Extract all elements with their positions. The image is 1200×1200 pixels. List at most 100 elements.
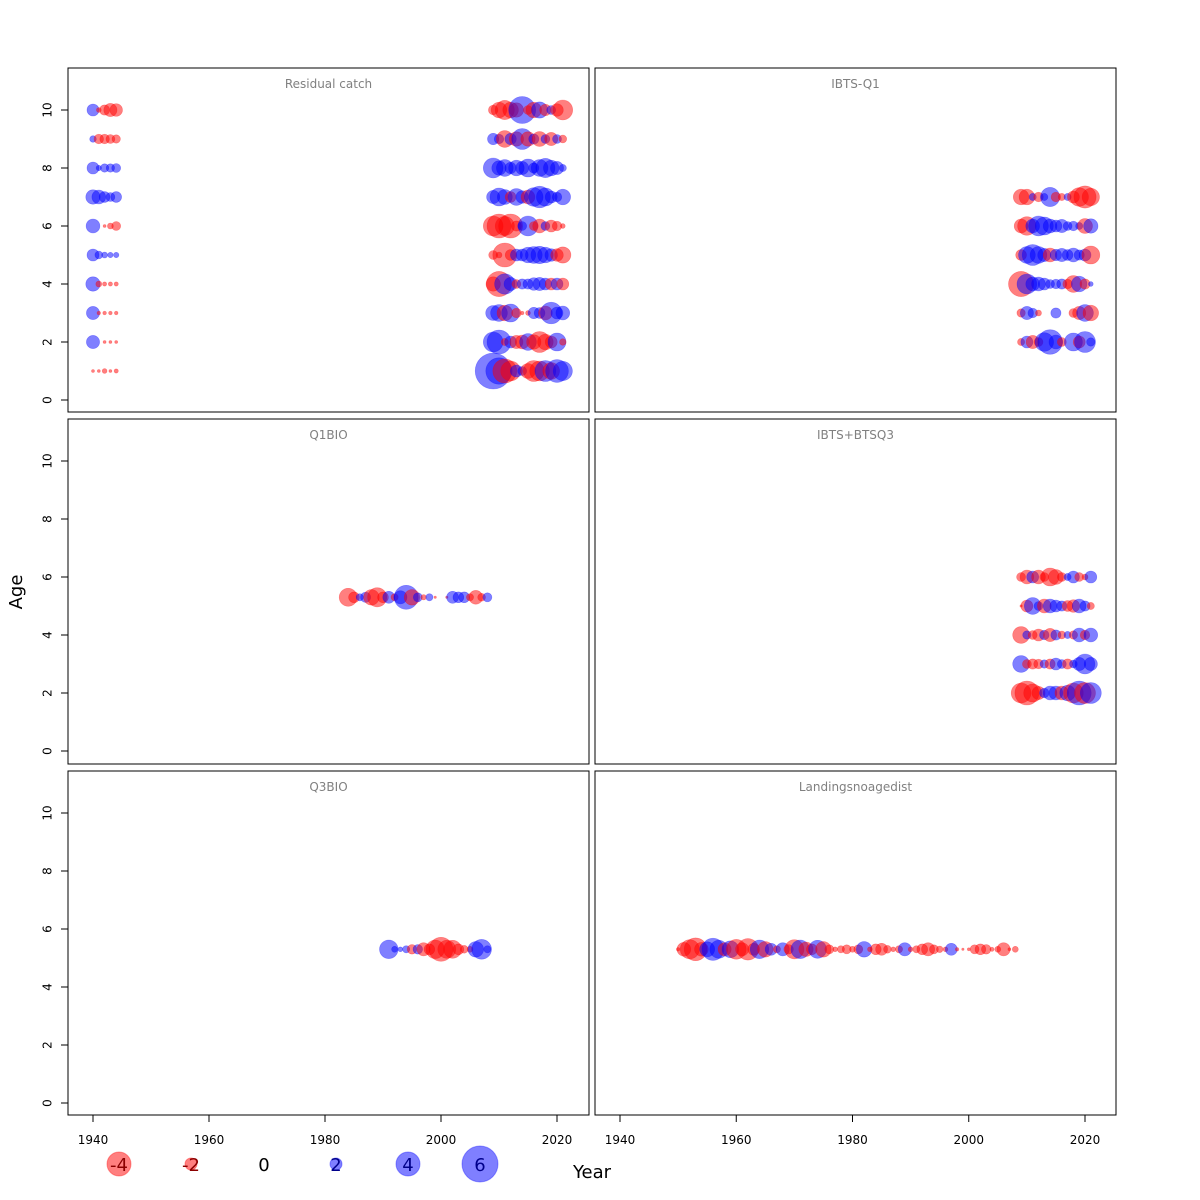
panel-residual-catch: Residual catch [67, 67, 590, 413]
residual-bubble [1081, 188, 1100, 207]
x-axis: 1940 1960 1980 2000 2020 [605, 1114, 1100, 1147]
panel-frame [594, 418, 1117, 765]
bubbles [379, 936, 492, 962]
y-tick-label: 0 [41, 1099, 55, 1107]
residual-bubble [1088, 281, 1094, 287]
x-tick-label: 1980 [837, 1133, 868, 1147]
residual-bubble [520, 310, 525, 316]
residual-bubble [1086, 602, 1095, 610]
residual-bubble [511, 307, 522, 319]
y-tick-label: 8 [41, 515, 55, 523]
residual-bubble [425, 593, 434, 602]
residual-bubble [1083, 657, 1098, 671]
residual-bubble [954, 947, 960, 952]
residual-bubble [883, 945, 892, 954]
residual-bubble [1050, 307, 1062, 319]
residual-bubble [936, 945, 944, 953]
y-tick-label: 10 [41, 453, 55, 468]
residual-bubble [108, 369, 113, 373]
y-tick-label: 6 [41, 573, 55, 581]
x-axis: 1940 1960 1980 2000 2020 [78, 1114, 572, 1147]
residual-bubble [102, 281, 107, 287]
bubbles [85, 96, 573, 390]
y-tick-label: 2 [41, 689, 55, 697]
residual-bubble [96, 310, 101, 316]
legend-label: 0 [258, 1155, 269, 1176]
residual-bubble [113, 281, 119, 287]
residual-bubble [108, 340, 113, 344]
y-tick-label: 10 [41, 102, 55, 117]
residual-bubble [552, 361, 573, 381]
panel-ibts-q1: IBTS-Q1 [594, 67, 1117, 413]
panel-q3bio: Q3BIO [67, 770, 590, 1116]
bubble-size-legend: -4 -2 0 2 4 6 [106, 1145, 499, 1183]
residual-bubble [1074, 331, 1096, 353]
residual-bubble [102, 310, 107, 316]
y-tick-label: 2 [41, 338, 55, 346]
legend-bubble [329, 1157, 343, 1171]
residual-bubble [397, 946, 404, 952]
residual-bubble [420, 594, 427, 601]
residual-bubble [483, 945, 492, 954]
bubbles [338, 584, 493, 610]
legend-bubble [461, 1145, 499, 1183]
legend-item: 2 [329, 1155, 343, 1176]
panel-title: Q3BIO [309, 780, 347, 794]
panel-title: IBTS-Q1 [831, 77, 880, 91]
residual-bubble [471, 939, 492, 960]
x-tick-label: 2000 [953, 1133, 984, 1147]
y-tick-label: 6 [41, 222, 55, 230]
legend-label: 2 [330, 1155, 341, 1176]
residual-bubble [981, 944, 992, 955]
residual-bubble [113, 368, 119, 374]
residual-bubble [391, 945, 398, 953]
panel-title: Residual catch [285, 77, 372, 91]
legend-bubble [184, 1157, 198, 1171]
x-axis-label: Year [572, 1162, 612, 1183]
residual-bubble [552, 99, 573, 121]
residual-bubble [114, 340, 118, 344]
y-axis: 0 2 4 6 8 10 [41, 453, 69, 755]
residual-bubble [832, 946, 838, 952]
residual-bubble [1011, 945, 1019, 953]
y-axis-label: Age [6, 575, 27, 610]
legend-item: 4 [395, 1151, 421, 1177]
panel-title: IBTS+BTSQ3 [817, 428, 894, 442]
residual-bubble [1082, 304, 1099, 322]
residual-bubble [97, 369, 101, 373]
residual-bubble [482, 592, 493, 603]
legend-label: -4 [110, 1155, 128, 1176]
legend-label: 6 [474, 1155, 485, 1176]
residual-bubble [110, 191, 122, 203]
x-tick-label: 2000 [426, 1133, 457, 1147]
residual-bubble [86, 335, 100, 349]
panel-frame [67, 418, 590, 765]
residual-bubble [961, 947, 965, 951]
y-tick-label: 4 [41, 280, 55, 288]
y-tick-label: 10 [41, 805, 55, 820]
residual-bubble [107, 252, 114, 259]
residual-bubble [555, 305, 570, 321]
residual-bubble [1086, 337, 1096, 347]
residual-bubble [554, 246, 572, 264]
axes: 0 2 4 6 8 10 0 2 4 6 8 10 0 2 4 6 8 10 1940 1960 1980 2000 202… [41, 102, 1101, 1147]
legend-item: -2 [182, 1155, 200, 1176]
y-tick-label: 0 [41, 747, 55, 755]
panel-ibts-btsq3: IBTS+BTSQ3 [594, 418, 1117, 765]
x-tick-label: 1960 [721, 1133, 752, 1147]
residual-bubble [890, 946, 896, 952]
residual-bubble [108, 281, 113, 287]
panel-frame [594, 67, 1117, 413]
residual-bubble [91, 369, 95, 373]
y-tick-label: 4 [41, 983, 55, 991]
residual-bubble [102, 340, 107, 344]
residual-bubble [114, 310, 119, 316]
residual-bubble [111, 163, 121, 173]
residual-bubble [559, 338, 567, 346]
panel-frame [594, 770, 1117, 1116]
residual-bubble [111, 134, 121, 144]
residual-bubble [907, 946, 914, 952]
y-tick-label: 0 [41, 396, 55, 404]
x-tick-label: 1980 [310, 1133, 341, 1147]
x-tick-label: 1960 [194, 1133, 225, 1147]
